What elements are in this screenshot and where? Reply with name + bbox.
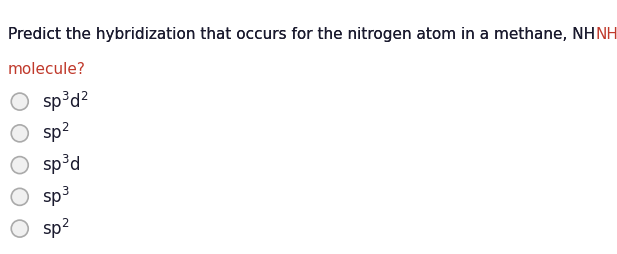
Text: sp$^3$: sp$^3$ xyxy=(42,185,70,209)
Text: Predict the hybridization that occurs for the nitrogen atom in a methane, NH: Predict the hybridization that occurs fo… xyxy=(8,27,595,42)
Circle shape xyxy=(11,188,28,205)
Circle shape xyxy=(11,93,28,110)
Circle shape xyxy=(11,125,28,142)
Text: NH: NH xyxy=(595,27,617,42)
Text: Predict the hybridization that occurs for the nitrogen atom in a methane, NH: Predict the hybridization that occurs fo… xyxy=(8,27,595,42)
Text: molecule?: molecule? xyxy=(8,62,86,77)
Text: sp$^2$: sp$^2$ xyxy=(42,217,70,241)
Text: sp$^2$: sp$^2$ xyxy=(42,121,70,145)
Circle shape xyxy=(11,220,28,237)
Text: sp$^3$d$^2$: sp$^3$d$^2$ xyxy=(42,90,88,114)
Circle shape xyxy=(11,157,28,173)
Text: sp$^3$d: sp$^3$d xyxy=(42,153,80,177)
